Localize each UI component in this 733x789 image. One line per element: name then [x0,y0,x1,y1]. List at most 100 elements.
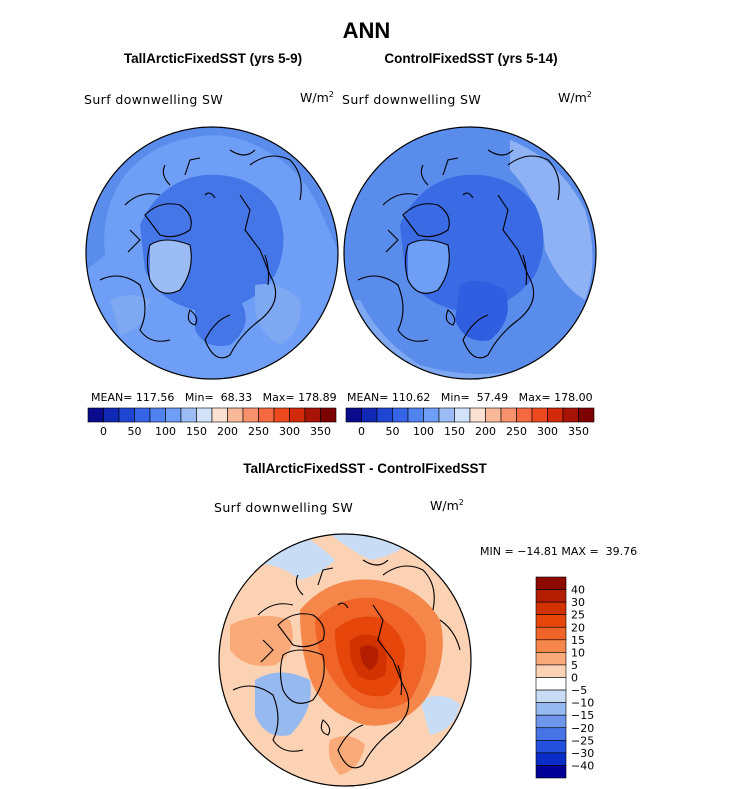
panel3-colorbar-tick-label: 20 [571,621,585,634]
panel1-colorbar-box [87,407,104,423]
panel2-colorbar-box [407,407,424,423]
panel1-colorbar-box [134,407,151,423]
panel3-units: W/m2 [430,498,464,514]
panel1-colorbar-box [211,407,228,423]
panel1-coastlines [99,149,302,359]
panel3-colorbar-box [535,752,567,766]
panel3-colorbar-box [535,589,567,603]
panel1-colorbar-tick-label: 200 [217,425,238,438]
panel1-variable-label: Surf downwelling SW [84,92,224,107]
panel3-colorbar-box [535,740,567,754]
panel2-stats: MEAN= 110.62 Min= 57.49 Max= 178.00 [347,391,593,404]
panel3-field-south-pos [328,736,365,775]
panel3-colorbar-tick-label: −20 [571,722,594,735]
panel1-title: TallArcticFixedSST (yrs 5-9) [123,51,303,66]
panel2-colorbar-tick-label: 50 [386,425,400,438]
panel2-colorbar-box [516,407,533,423]
panel2-field-east-patch [455,281,508,341]
panel3-colorbar-box [535,601,567,615]
panel1-colorbar-box [196,407,213,423]
panel3-field-pos-40 [360,645,379,670]
panel1-field-greenland [150,240,192,294]
panel3-field-west-neg [255,672,311,736]
panel1-colorbar-box [304,407,321,423]
panel3-colorbar-tick-label: −10 [571,697,594,710]
panel2-colorbar-tick-label: 0 [358,425,365,438]
panel1-colorbar-tick-label: 50 [128,425,142,438]
panel2-colorbar-tick-label: 150 [444,425,465,438]
panel1-field-americas [110,295,150,335]
panel2-colorbar-box [345,407,362,423]
panel2-title: ControlFixedSST (yrs 5-14) [384,51,558,66]
panel1-map [86,127,338,379]
panel3-colorbar-box [535,664,567,678]
panel2-colorbar-box [454,407,471,423]
panel1-colorbar-box [227,407,244,423]
panel3-title: TallArcticFixedSST - ControlFixedSST [243,461,487,476]
panel2-colorbar-box [438,407,455,423]
panel1-colorbar-box [242,407,259,423]
panel1-map-border [85,126,339,380]
panel1-colorbar-tick-label: 350 [310,425,331,438]
panel3-colorbar-tick-label: 40 [571,584,585,597]
panel1-colorbar-tick-label: 250 [248,425,269,438]
panel2-colorbar-box [485,407,502,423]
panel3-colorbar-box [535,576,567,590]
panel3-colorbar-tick-label: −5 [571,684,587,697]
panel3-field-southeast-neg [420,696,460,735]
panel3-colorbar-tick-label: 25 [571,609,585,622]
panel3-colorbar-tick-label: −15 [571,709,594,722]
panel3-coastlines [232,559,461,769]
panel3-colorbar-box [535,714,567,729]
panel1-colorbar-box [289,407,306,423]
panel1-colorbar-box [320,407,337,423]
panel1-colorbar-box [149,407,166,423]
panel3-colorbar-box [535,626,567,641]
panel1-field-siberia [255,284,301,345]
panel3-stats: MIN = −14.81 MAX = 39.76 [480,545,638,558]
panel2-colorbar-box [376,407,393,423]
panel2-colorbar-box [531,407,548,423]
panel2-colorbar-box [562,407,579,423]
panel2-colorbar: 0 50 100 150 200 250 300 350 [345,407,595,438]
panel2-colorbar-box [547,407,564,423]
panel1-colorbar-box [165,407,182,423]
panel3-colorbar-box [535,727,567,741]
panel2-map-border [343,126,597,380]
panel2-colorbar-box [423,407,440,423]
panel2-units: W/m2 [558,90,592,106]
panel1-colorbar-box [273,407,290,423]
panel1-colorbar-box [180,407,197,423]
panel3-colorbar-box [535,689,567,703]
panel3-colorbar-tick-label: −40 [571,759,594,772]
panel2-map [344,127,596,379]
panel1-colorbar-tick-label: 0 [100,425,107,438]
panel3-map [219,534,471,786]
panel1-colorbar-box [118,407,135,423]
panel3-colorbar-tick-label: 15 [571,634,585,647]
panel3-variable-label: Surf downwelling SW [214,500,354,515]
panel3-field-west-pos [230,616,293,666]
panel2-variable-label: Surf downwelling SW [342,92,482,107]
panel1-colorbar-tick-label: 100 [155,425,176,438]
panel3-colorbar-tick-label: −25 [571,734,594,747]
panel3-map-border [218,533,472,787]
panel2-field-greenland [408,240,450,294]
panel3-colorbar-box [535,639,567,653]
panel2-colorbar-tick-label: 250 [506,425,527,438]
panel2-colorbar-box [469,407,486,423]
panel3-colorbar-box [535,765,567,779]
panel2-colorbar-box [578,407,595,423]
panel3-colorbar-tick-label: 10 [571,646,585,659]
panel1-colorbar-box [258,407,275,423]
panel3-colorbar-tick-label: −30 [571,747,594,760]
panel3-colorbar-tick-label: 5 [571,659,578,672]
panel3-colorbar-box [535,702,567,716]
panel1-colorbar-box [103,407,120,423]
panel3-colorbar-box [535,677,567,691]
panel1-colorbar: 0 50 100 150 200 250 300 350 [87,407,337,438]
panel3-colorbar-tick-label: 0 [571,672,578,685]
panel2-colorbar-tick-label: 200 [475,425,496,438]
